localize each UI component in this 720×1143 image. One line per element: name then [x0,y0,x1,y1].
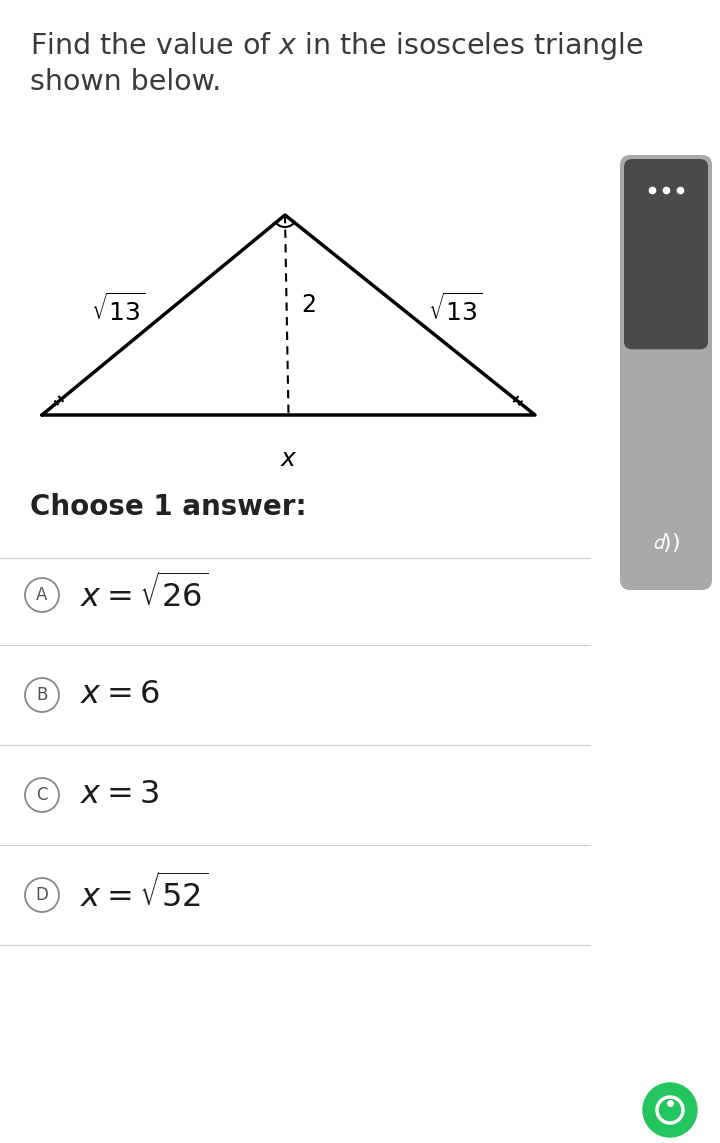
FancyBboxPatch shape [620,155,712,590]
Text: C: C [36,786,48,804]
Text: $x$: $x$ [279,449,297,471]
Text: D: D [35,886,48,904]
Text: shown below.: shown below. [30,67,221,96]
Text: $x = 6$: $x = 6$ [80,680,159,710]
Text: $x = 3$: $x = 3$ [80,781,159,809]
Text: A: A [36,586,48,604]
Text: Find the value of $x$ in the isosceles triangle: Find the value of $x$ in the isosceles t… [30,30,644,62]
Text: $\sqrt{13}$: $\sqrt{13}$ [428,294,482,326]
Text: $2$: $2$ [301,293,315,317]
Text: $\mathcal{d}$)): $\mathcal{d}$)) [652,530,680,553]
Text: $\sqrt{13}$: $\sqrt{13}$ [91,294,145,326]
Text: $x = \sqrt{52}$: $x = \sqrt{52}$ [80,874,208,916]
Text: Choose 1 answer:: Choose 1 answer: [30,493,307,521]
Circle shape [643,1084,697,1137]
Text: B: B [36,686,48,704]
FancyBboxPatch shape [624,159,708,350]
Text: $x = \sqrt{26}$: $x = \sqrt{26}$ [80,575,208,615]
